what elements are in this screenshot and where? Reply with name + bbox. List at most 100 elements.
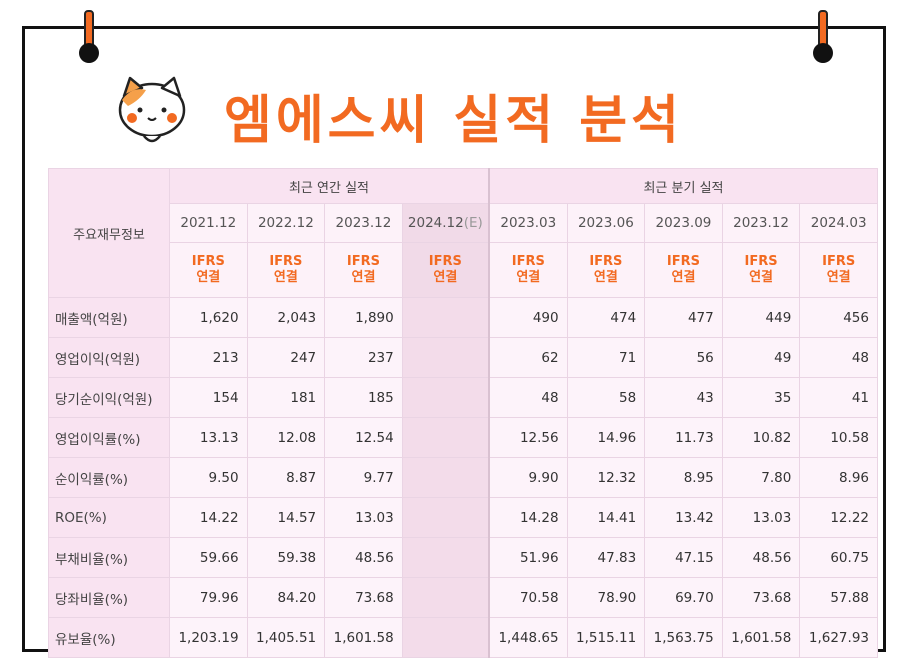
table-cell: 1,405.51 <box>246 617 326 658</box>
table-cell: 9.90 <box>487 457 568 498</box>
table-cell: 51.96 <box>487 537 568 578</box>
page-title: 엠에스씨 실적 분석 <box>224 91 683 151</box>
basis-consolidation: 연결 <box>749 270 773 285</box>
table-cell <box>401 617 490 658</box>
table-cell: 1,601.58 <box>324 617 403 658</box>
basis-header: IFRS 연결 <box>401 242 490 298</box>
table-cell: 2,043 <box>246 297 326 338</box>
table-cell: 73.68 <box>324 577 403 618</box>
row-label: 영업이익(억원) <box>48 337 170 378</box>
row-label: 순이익률(%) <box>48 457 170 498</box>
table-cell: 7.80 <box>721 457 801 498</box>
basis-consolidation: 연결 <box>671 270 696 285</box>
period-label: 2024.12 <box>407 215 464 231</box>
table-cell: 456 <box>799 297 878 338</box>
row-label: 당좌비율(%) <box>48 577 170 618</box>
table-row: 순이익률(%) 9.50 8.87 9.77 9.90 12.32 8.95 7.80 8.96 <box>48 457 878 498</box>
table-row: 영업이익(억원) 213 247 237 62 71 56 49 48 <box>48 337 878 378</box>
table-cell: 14.22 <box>169 497 248 538</box>
basis-standard: IFRS <box>822 254 856 269</box>
label-column-header: 주요재무정보 <box>48 168 170 298</box>
financial-summary-table: 주요재무정보 최근 연간 실적 최근 분기 실적 2021.12 2022.12… <box>48 168 878 658</box>
basis-header: IFRS 연결 <box>246 242 326 298</box>
row-label: 당기순이익(억원) <box>48 377 170 418</box>
table-cell: 41 <box>799 377 878 418</box>
period-header: 2021.12 <box>169 203 248 243</box>
table-cell: 59.38 <box>246 537 326 578</box>
period-header: 2023.12 <box>721 203 801 243</box>
table-cell: 60.75 <box>799 537 878 578</box>
period-header-estimate: 2024.12(E) <box>401 203 490 243</box>
period-header: 2023.06 <box>566 203 646 243</box>
table-cell: 477 <box>644 297 723 338</box>
table-cell <box>401 537 490 578</box>
table-cell: 73.68 <box>721 577 801 618</box>
table-cell: 12.56 <box>487 417 568 458</box>
table-cell: 247 <box>246 337 326 378</box>
table-cell: 8.95 <box>644 457 723 498</box>
basis-header: IFRS 연결 <box>169 242 248 298</box>
table-cell: 490 <box>487 297 568 338</box>
table-cell: 58 <box>566 377 646 418</box>
table-cell: 1,203.19 <box>169 617 248 658</box>
basis-header: IFRS 연결 <box>799 242 878 298</box>
basis-standard: IFRS <box>428 254 462 269</box>
table-cell: 35 <box>721 377 801 418</box>
pushpin-icon <box>79 10 99 63</box>
table-cell: 13.13 <box>169 417 248 458</box>
table-cell: 1,620 <box>169 297 248 338</box>
table-cell: 12.54 <box>324 417 403 458</box>
table-cell: 48 <box>487 377 568 418</box>
table-cell: 13.42 <box>644 497 723 538</box>
table-cell: 1,515.11 <box>566 617 646 658</box>
table-cell: 13.03 <box>721 497 801 538</box>
table-row: 유보율(%) 1,203.19 1,405.51 1,601.58 1,448.65 1,… <box>48 617 878 658</box>
table-row: 영업이익률(%) 13.13 12.08 12.54 12.56 14.96 11.73 10… <box>48 417 878 458</box>
table-cell: 8.87 <box>246 457 326 498</box>
table-cell: 1,627.93 <box>799 617 878 658</box>
table-cell <box>401 377 490 418</box>
table-cell <box>401 457 490 498</box>
table-row: 부채비율(%) 59.66 59.38 48.56 51.96 47.83 47.15 48.… <box>48 537 878 578</box>
row-label: ROE(%) <box>48 497 170 538</box>
basis-standard: IFRS <box>346 254 380 269</box>
table-cell: 62 <box>487 337 568 378</box>
table-cell: 185 <box>324 377 403 418</box>
table-cell: 13.03 <box>324 497 403 538</box>
annual-group-header: 최근 연간 실적 <box>168 168 490 204</box>
table-cell: 1,890 <box>324 297 403 338</box>
estimate-mark: (E) <box>463 215 483 231</box>
table-cell: 56 <box>644 337 723 378</box>
basis-consolidation: 연결 <box>516 270 541 285</box>
table-cell: 154 <box>169 377 248 418</box>
table-cell: 84.20 <box>246 577 326 618</box>
table-row: 매출액(억원) 1,620 2,043 1,890 490 474 477 449 456 <box>48 297 878 338</box>
table-row: 당좌비율(%) 79.96 84.20 73.68 70.58 78.90 69.70 73.… <box>48 577 878 618</box>
table-cell: 474 <box>566 297 646 338</box>
basis-consolidation: 연결 <box>273 270 298 285</box>
row-label: 매출액(억원) <box>48 297 170 338</box>
basis-header: IFRS 연결 <box>487 242 568 298</box>
table-cell: 8.96 <box>799 457 878 498</box>
basis-consolidation: 연결 <box>351 270 376 285</box>
table-cell: 48.56 <box>324 537 403 578</box>
basis-header: IFRS 연결 <box>566 242 646 298</box>
table-cell: 9.50 <box>169 457 248 498</box>
table-cell: 12.22 <box>799 497 878 538</box>
basis-standard: IFRS <box>191 254 225 269</box>
table-cell: 47.15 <box>644 537 723 578</box>
period-header: 2023.03 <box>487 203 568 243</box>
table-cell: 1,563.75 <box>644 617 723 658</box>
table-row: ROE(%) 14.22 14.57 13.03 14.28 14.41 13.42 13.0… <box>48 497 878 538</box>
table-cell: 48 <box>799 337 878 378</box>
table-cell <box>401 497 490 538</box>
row-label: 부채비율(%) <box>48 537 170 578</box>
table-cell: 1,601.58 <box>721 617 801 658</box>
pushpin-icon <box>813 10 833 63</box>
table-cell <box>401 337 490 378</box>
table-cell: 10.82 <box>721 417 801 458</box>
table-cell: 14.41 <box>566 497 646 538</box>
basis-standard: IFRS <box>511 254 545 269</box>
table-cell: 57.88 <box>799 577 878 618</box>
table-cell: 70.58 <box>487 577 568 618</box>
